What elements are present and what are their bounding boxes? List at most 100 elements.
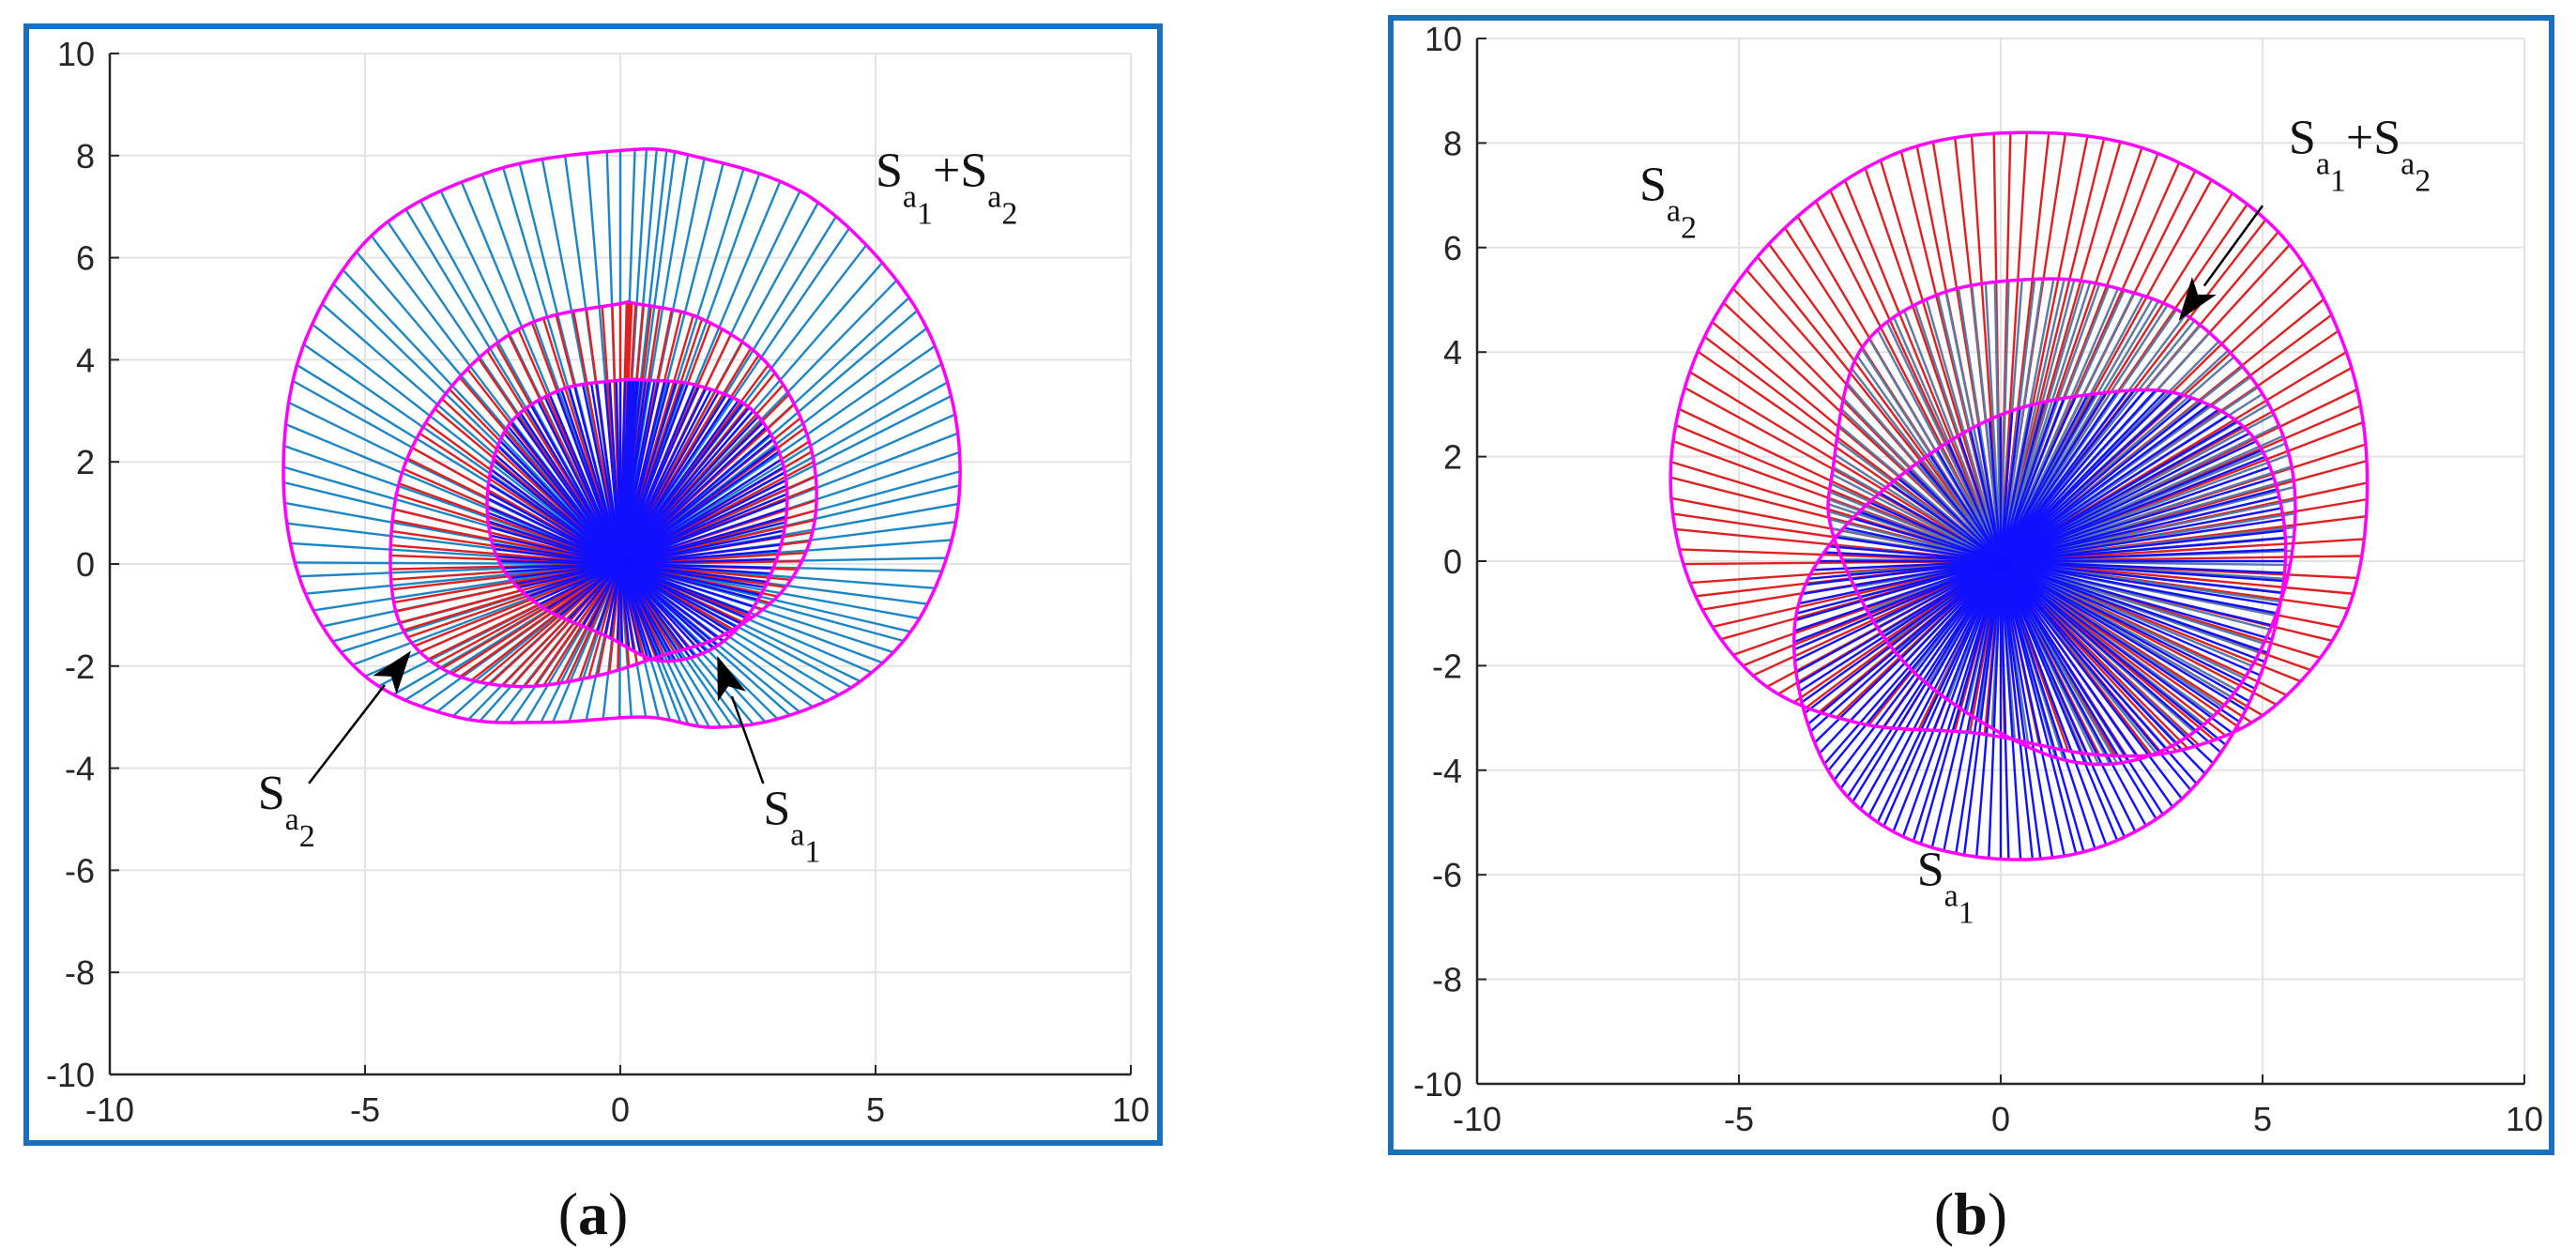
ray-sa1 xyxy=(1912,560,2003,842)
ray-sa1 xyxy=(2000,559,2269,654)
ray-sa2 xyxy=(587,563,622,678)
ray-sa1 xyxy=(619,465,785,566)
ray-sa1 xyxy=(2000,559,2250,703)
ray-sum xyxy=(1834,453,2002,563)
ray-sa1 xyxy=(1805,559,2002,586)
ray-sa1 xyxy=(486,496,621,566)
ray-sa1 xyxy=(488,525,621,566)
ray-sa1 xyxy=(1999,560,2126,838)
ray-sa1 xyxy=(618,394,727,565)
ray-sa1 xyxy=(587,563,622,630)
ray-sa1 xyxy=(619,445,778,565)
y-tick-label: 10 xyxy=(57,35,95,73)
ray-sa1 xyxy=(1999,560,2164,815)
ray-sa1 xyxy=(538,562,621,606)
ray-sa1 xyxy=(1999,391,2108,562)
ray-sa1 xyxy=(1999,560,2035,860)
boundary-sa1 xyxy=(1791,388,2288,861)
panel-b-arrows xyxy=(2178,205,2264,321)
ray-sa1 xyxy=(486,511,621,566)
y-tick-label: 6 xyxy=(76,239,95,278)
ray-sa1 xyxy=(2000,449,2263,563)
ray-sa1 xyxy=(1999,560,2119,841)
ray-sa1 xyxy=(1892,560,2003,832)
x-tick-label: 0 xyxy=(1991,1100,2010,1138)
ray-sa1 xyxy=(1806,560,2002,725)
ray-sa1 xyxy=(1793,559,2002,644)
ray-sa1 xyxy=(2000,397,2193,562)
ray-sa1 xyxy=(1798,559,2002,693)
ray-sa1 xyxy=(496,445,621,565)
ray-sa1 xyxy=(1999,560,2096,849)
ray-sa1 xyxy=(2000,507,2282,563)
series-label: Sa1+Sa2 xyxy=(2289,112,2431,199)
panel-a-arrows xyxy=(308,650,765,784)
y-tick-label: 2 xyxy=(76,443,95,481)
ray-sa1 xyxy=(1846,560,2003,798)
ray-sa1 xyxy=(2000,559,2276,628)
ray-sa1 xyxy=(1907,468,2002,562)
ray-sa1 xyxy=(2000,559,2282,595)
ray-sa1 xyxy=(2000,488,2279,563)
ray-sa1 xyxy=(1943,560,2003,851)
ray-sa1 xyxy=(619,479,787,566)
ray-sa1 xyxy=(1999,560,2085,853)
ray-sa1 xyxy=(2000,559,2273,641)
ray-sa1 xyxy=(619,529,785,566)
arrow-shaft xyxy=(308,684,386,784)
ray-sa1 xyxy=(526,406,622,565)
ray-sa1 xyxy=(1969,429,2003,562)
ray-sa1 xyxy=(1988,560,2003,859)
ray-sa2 xyxy=(1843,179,2003,562)
y-tick-label: -8 xyxy=(65,953,95,992)
ray-sa1 xyxy=(1798,559,2002,605)
ray-sa1 xyxy=(2000,455,2266,563)
ray-sa1 xyxy=(1835,536,2002,563)
ray-sa1 xyxy=(2000,548,2286,563)
panel-b-annotations: Sa2 Sa1+Sa2 Sa1 xyxy=(1639,112,2431,931)
arrow-head xyxy=(2178,277,2217,321)
ray-sa1 xyxy=(2000,560,2234,735)
ray-sa1 xyxy=(498,559,621,566)
arrow-head xyxy=(717,655,746,702)
ray-sa1 xyxy=(619,406,751,565)
ray-sa1 xyxy=(619,562,734,634)
ray-sa1 xyxy=(1999,560,2054,859)
ray-sa1 xyxy=(2000,465,2271,563)
ray-sum xyxy=(1925,298,2003,562)
y-tick-label: -4 xyxy=(65,750,95,788)
ray-sa1 xyxy=(2000,560,2183,800)
x-tick-label: 10 xyxy=(2506,1100,2543,1138)
ray-sa1 xyxy=(572,563,621,624)
ray-sa1 xyxy=(2000,440,2257,563)
ray-sa1 xyxy=(619,562,755,608)
ray-sa1 xyxy=(1999,395,2078,562)
boundary-sum xyxy=(1826,277,2297,767)
ray-sa1 xyxy=(619,563,719,647)
ray-sa1 xyxy=(1813,560,2002,744)
ray-sa1 xyxy=(1797,559,2002,685)
ray-sa1 xyxy=(2000,559,2256,690)
ray-sa1 xyxy=(619,507,787,566)
ray-sa1 xyxy=(1823,560,2002,765)
ray-sa1 xyxy=(568,387,622,565)
ray-sa1 xyxy=(1833,560,2002,781)
ray-sa1 xyxy=(1976,424,2003,562)
ray-sa1 xyxy=(1955,560,2003,854)
y-tick-label: -6 xyxy=(65,851,95,890)
ray-sa1 xyxy=(1804,560,2002,714)
ray-sa1 xyxy=(1858,510,2002,563)
annotation-arrow xyxy=(2178,205,2264,321)
panel-a-rays xyxy=(282,148,961,728)
arrow-shaft xyxy=(730,695,765,784)
series-label: Sa1 xyxy=(1917,843,1974,930)
panel-b-frame xyxy=(1388,15,2554,1155)
ray-sa1 xyxy=(2000,560,2198,784)
ray-sa1 xyxy=(1999,560,2078,855)
y-tick-label: 2 xyxy=(1443,438,1462,477)
ray-sa1 xyxy=(2000,390,2118,562)
ray-sa1 xyxy=(2000,559,2284,583)
ray-sa1 xyxy=(1928,453,2002,562)
